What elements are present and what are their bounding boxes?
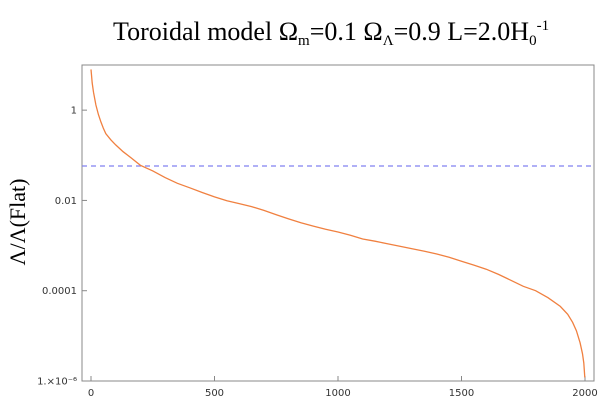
x-tick-label-1: 500: [205, 388, 224, 399]
title-prefix: Toroidal model Ω: [113, 17, 298, 46]
plot-frame: [81, 64, 595, 382]
y-ticks: 1 0.01 0.0001 1.×10⁻⁶: [37, 106, 87, 388]
y-tick-label-1: 0.01: [55, 196, 77, 207]
series-line-0: [90, 69, 586, 378]
title-h-sub: 0: [529, 33, 537, 49]
x-ticks: 0 500 1000 1500 2000: [88, 376, 598, 399]
chart-title: Toroidal model Ωm=0.1 ΩΛ=0.9 L=2.0H0-1: [113, 17, 549, 49]
title-h-sup: -1: [537, 18, 550, 34]
y-tick-label-0: 1: [71, 106, 77, 117]
x-tick-label-4: 2000: [572, 388, 597, 399]
y-tick-label-3: 1.×10⁻⁶: [37, 377, 77, 388]
y-tick-label-2: 0.0001: [42, 286, 77, 297]
title-omega-l-rest: =0.9 L=2.0H: [394, 17, 530, 46]
y-axis-label: Λ/Λ(Flat): [5, 179, 30, 266]
title-omega-m-rest: =0.1 Ω: [310, 17, 383, 46]
x-tick-label-0: 0: [88, 388, 94, 399]
chart-marks: [82, 69, 594, 378]
title-omega-l-sub: Λ: [383, 33, 394, 49]
title-omega-m-sub: m: [298, 33, 310, 49]
x-tick-label-2: 1000: [325, 388, 350, 399]
x-tick-label-3: 1500: [449, 388, 474, 399]
